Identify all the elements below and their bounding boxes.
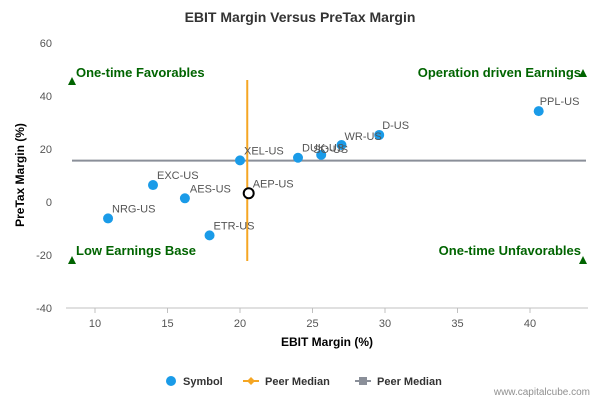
quadrant-marker bbox=[579, 69, 587, 77]
data-point-label: D-US bbox=[382, 120, 409, 132]
data-point[interactable] bbox=[148, 180, 158, 191]
data-point-label: SO-US bbox=[313, 144, 348, 156]
credit-text[interactable]: www.capitalcube.com bbox=[493, 387, 590, 398]
legend-median-horizontal-marker bbox=[359, 377, 367, 385]
data-point-label: DUK-US bbox=[302, 143, 344, 155]
highlight-point-label: AEP-US bbox=[253, 178, 294, 190]
x-tick-label: 40 bbox=[524, 318, 536, 330]
data-point-label: XEL-US bbox=[244, 145, 284, 157]
y-axis-title: PreTax Margin (%) bbox=[13, 123, 27, 227]
quadrant-label-bottom-right: One-time Unfavorables bbox=[439, 243, 581, 258]
y-tick-label: -20 bbox=[36, 250, 52, 262]
x-tick-label: 10 bbox=[89, 318, 101, 330]
data-point-label: ETR-US bbox=[214, 220, 255, 232]
legend-symbol-marker bbox=[166, 376, 176, 386]
data-point[interactable] bbox=[235, 155, 245, 166]
data-point-label: PPL-US bbox=[540, 96, 580, 108]
quadrant-marker bbox=[579, 256, 587, 264]
data-point[interactable] bbox=[103, 213, 114, 224]
data-point[interactable] bbox=[293, 152, 303, 163]
quadrant-label-top-right: Operation driven Earnings bbox=[418, 65, 581, 80]
x-tick-label: 35 bbox=[451, 318, 463, 330]
data-point[interactable] bbox=[316, 149, 327, 160]
x-axis-ticks: 10 15 20 25 30 35 40 bbox=[89, 308, 536, 330]
data-points: PPL-USD-USWR-USSO-USDUK-USXEL-USEXC-USAE… bbox=[103, 96, 580, 241]
x-tick-label: 25 bbox=[306, 318, 318, 330]
x-axis-title: EBIT Margin (%) bbox=[281, 335, 373, 349]
x-tick-label: 30 bbox=[379, 318, 391, 330]
x-tick-label: 20 bbox=[234, 318, 246, 330]
y-axis-ticks: -40 -20 0 20 40 60 bbox=[36, 38, 52, 315]
y-tick-label: -40 bbox=[36, 303, 52, 315]
y-tick-label: 60 bbox=[40, 38, 52, 50]
legend-median-vertical-marker bbox=[247, 377, 255, 385]
legend: Symbol Peer Median Peer Median bbox=[166, 376, 442, 388]
y-tick-label: 40 bbox=[40, 91, 52, 103]
data-point[interactable] bbox=[204, 230, 215, 241]
quadrant-label-top-left: One-time Favorables bbox=[76, 65, 205, 80]
data-point[interactable] bbox=[179, 193, 190, 204]
data-point[interactable] bbox=[533, 106, 544, 117]
highlight-point[interactable] bbox=[242, 187, 255, 200]
quadrant-markers bbox=[68, 69, 587, 264]
data-point-label: EXC-US bbox=[157, 170, 199, 182]
data-point-label: AES-US bbox=[190, 183, 231, 195]
data-point-label: NRG-US bbox=[112, 203, 155, 215]
data-point[interactable] bbox=[374, 129, 385, 140]
legend-median-horizontal-label[interactable]: Peer Median bbox=[377, 376, 442, 388]
chart-title: EBIT Margin Versus PreTax Margin bbox=[185, 9, 416, 25]
data-point[interactable] bbox=[336, 140, 347, 151]
y-tick-label: 0 bbox=[46, 197, 52, 209]
quadrant-marker bbox=[68, 77, 76, 85]
x-tick-label: 15 bbox=[161, 318, 173, 330]
y-tick-label: 20 bbox=[40, 144, 52, 156]
quadrant-label-bottom-left: Low Earnings Base bbox=[76, 243, 196, 258]
data-point-label: WR-US bbox=[345, 131, 382, 143]
legend-symbol-label[interactable]: Symbol bbox=[183, 376, 223, 388]
legend-median-vertical-label[interactable]: Peer Median bbox=[265, 376, 330, 388]
quadrant-marker bbox=[68, 256, 76, 264]
